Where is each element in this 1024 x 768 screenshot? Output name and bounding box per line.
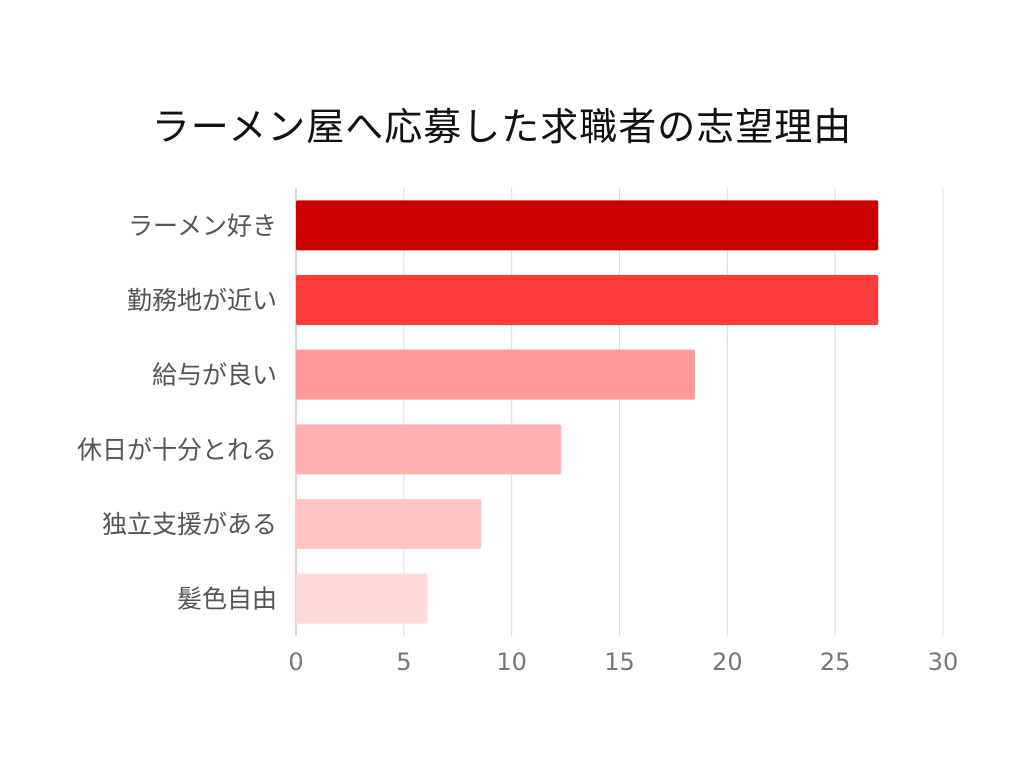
bar-6 xyxy=(296,573,428,624)
category-label: 独立支援がある xyxy=(102,510,277,539)
x-tick-label: 10 xyxy=(496,648,527,676)
x-tick-label: 25 xyxy=(820,648,851,676)
category-label: 勤務地が近い xyxy=(127,286,277,315)
bar-4 xyxy=(296,424,562,475)
x-tick-label: 30 xyxy=(928,648,959,676)
bar-3 xyxy=(296,349,695,400)
x-tick-label: 5 xyxy=(396,648,411,676)
category-label: ラーメン好き xyxy=(128,211,277,240)
chart-title: ラーメン屋へ応募した求職者の志望理由 xyxy=(151,105,853,149)
bar-2 xyxy=(296,275,879,325)
bar-1 xyxy=(296,200,879,251)
category-label: 休日が十分とれる xyxy=(77,435,277,464)
x-tick-label: 0 xyxy=(288,648,303,676)
x-tick-label: 20 xyxy=(712,648,743,676)
x-axis-tick-labels: 0 5 10 15 20 25 30 xyxy=(288,648,958,676)
category-label: 髪色自由 xyxy=(177,585,277,614)
grid-lines xyxy=(295,188,944,636)
x-tick-label: 15 xyxy=(604,648,635,676)
bar-5 xyxy=(296,499,482,549)
category-label: 給与が良い xyxy=(152,361,277,390)
bars xyxy=(296,200,879,624)
